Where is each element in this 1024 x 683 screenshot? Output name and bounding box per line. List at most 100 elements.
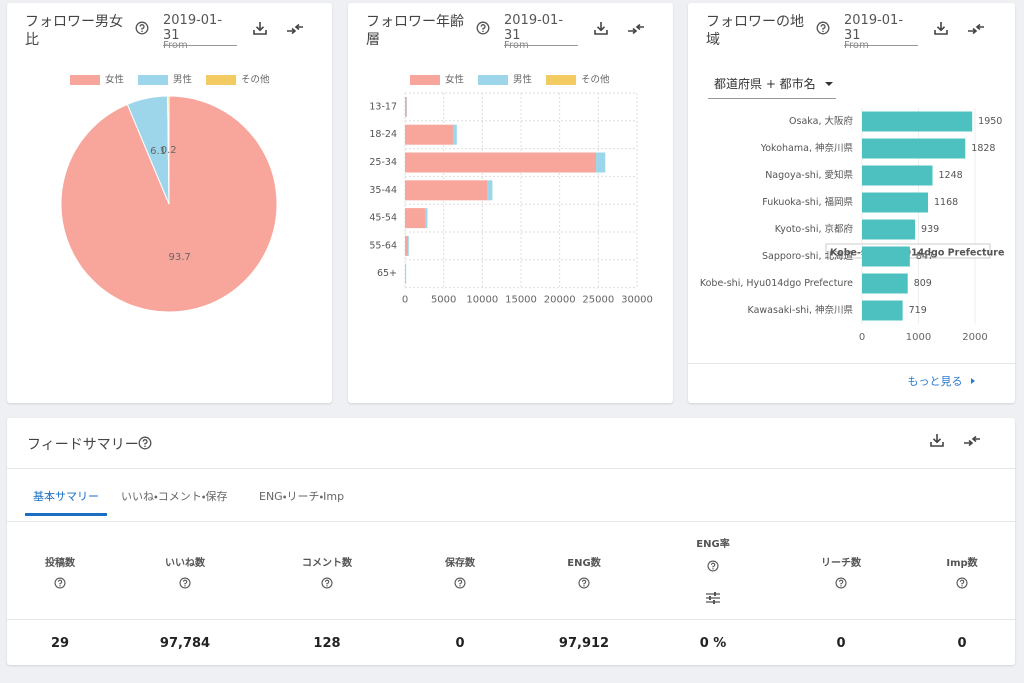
bar: [862, 138, 966, 159]
help-icon[interactable]: [54, 577, 66, 589]
date-input[interactable]: 2019-01-31: [504, 13, 578, 46]
more-link[interactable]: もっと見る: [908, 373, 978, 389]
cell-value: 97,912: [558, 636, 610, 651]
column-header: 保存数: [445, 558, 475, 569]
cell-value: 128: [313, 636, 341, 651]
data-label: 1168: [934, 197, 958, 208]
y-tick-label: 55-64: [369, 240, 397, 251]
data-label: 809: [914, 278, 932, 289]
tab[interactable]: いいね・コメント・保存: [121, 490, 228, 503]
pie-chart: 女性 男性 その他 93.7 6.10.2: [60, 74, 278, 313]
legend-label: その他: [241, 74, 270, 86]
legend-label: 男性: [513, 74, 533, 86]
y-tick-label: Yokohama, 神奈川県: [760, 142, 853, 154]
legend-swatch: [206, 75, 237, 85]
y-tick-label: Kyoto-shi, 京都府: [775, 224, 854, 235]
legend-label: その他: [581, 74, 610, 86]
data-label: 939: [921, 224, 939, 235]
data-label: 1828: [971, 143, 995, 154]
bar: [862, 300, 903, 321]
download-icon[interactable]: [929, 432, 945, 448]
date-input[interactable]: 2019-01-31: [844, 13, 918, 46]
more-arrow: [971, 378, 975, 384]
summary-panel: フィードサマリー 基本サマリー いいね・コメント・保存 ENG・リーチ・Imp 投稿数…: [7, 418, 1015, 665]
cell-value: 97,784: [159, 636, 211, 651]
tab[interactable]: 基本サマリー: [33, 490, 99, 503]
divider: [7, 468, 1015, 469]
y-tick-label: 13-17: [369, 101, 397, 112]
bar-segment: [405, 208, 426, 229]
bar-segment: [408, 235, 409, 256]
divider: [7, 619, 1015, 620]
tab-underline: [25, 513, 107, 516]
y-tick-label: Fukuoka-shi, 福岡県: [762, 196, 853, 208]
bar-segment: [405, 263, 406, 284]
y-tick-label: 25-34: [369, 157, 397, 168]
legend-label: 女性: [445, 74, 465, 86]
help-icon[interactable]: [138, 436, 152, 450]
column-header: リーチ数: [821, 558, 861, 569]
gender-panel: フォロワー男女比 2019-01-31 From 女性 男性 その他 93.7 6.1 0…: [7, 3, 332, 403]
x-tick-label: 1000: [906, 332, 931, 343]
more-link-text: もっと見る: [907, 375, 963, 388]
compare-icon[interactable]: [963, 433, 981, 449]
help-icon[interactable]: [321, 577, 333, 589]
y-tick-label: Kobe-shi, Hyu014dgo Prefecture: [700, 278, 853, 289]
y-tick-label: Sapporo-shi, 北海道: [762, 250, 853, 262]
x-tick-label: 5000: [431, 295, 456, 306]
x-tick-label: 0: [859, 332, 865, 343]
legend-swatch: [478, 75, 509, 85]
help-icon[interactable]: [179, 577, 191, 589]
x-tick-label: 0: [402, 295, 408, 306]
bar-segment: [452, 124, 457, 145]
data-label: 847: [916, 251, 934, 262]
bar: [862, 192, 928, 213]
bar-segment: [596, 152, 606, 173]
tooltip-text: Kobe-shi, Hyu014dgo Prefecture: [830, 248, 1004, 259]
y-tick-label: 35-44: [369, 185, 397, 196]
help-icon[interactable]: [835, 577, 847, 589]
pie-slice: [60, 95, 278, 313]
legend-label: 男性: [173, 74, 193, 86]
x-tick-label: 15000: [505, 295, 537, 306]
region-panel: フォロワーの地域 2019-01-31 From 都道府県 + 都市名 0 100…: [688, 3, 1015, 403]
pie-slice: [167, 95, 170, 205]
column-header: いいね数: [165, 558, 205, 569]
cell-value: 0: [957, 636, 967, 651]
dropdown-label: 都道府県 + 都市名: [714, 77, 816, 91]
data-label: 1248: [939, 170, 963, 181]
divider: [688, 363, 1015, 364]
x-tick-label: 2000: [962, 332, 987, 343]
divider: [7, 521, 1015, 522]
x-tick-label: 30000: [621, 295, 653, 306]
legend-swatch: [410, 75, 440, 85]
help-icon[interactable]: [454, 577, 466, 589]
help-icon[interactable]: [578, 577, 590, 589]
dropdown[interactable]: 都道府県 + 都市名: [708, 71, 836, 99]
date-input[interactable]: 2019-01-31: [163, 13, 237, 46]
cell-value: 0 %: [699, 636, 727, 651]
bar-segment: [405, 180, 488, 201]
bar-chart: 0 1000 2000 Kobe-shi, Hyu014dgo Prefecture O…: [700, 108, 1004, 343]
panel-title: フォロワー男女比: [25, 14, 123, 48]
column-header: ENG数: [567, 558, 601, 569]
y-tick-label: 45-54: [369, 213, 397, 224]
bar-segment: [425, 208, 428, 229]
dropdown-caret: [824, 82, 833, 86]
panel-title: フォロワーの地域: [706, 14, 804, 48]
bar-segment: [405, 152, 597, 173]
y-tick-label: Nagoya-shi, 愛知県: [765, 169, 853, 181]
date-caption: From: [844, 40, 869, 51]
data-label: 93.7: [168, 252, 190, 263]
settings-icon[interactable]: [705, 590, 721, 606]
x-tick-label: 20000: [544, 295, 576, 306]
help-icon[interactable]: [707, 560, 719, 572]
tab[interactable]: ENG・リーチ・Imp: [259, 490, 345, 503]
x-tick-label: 10000: [466, 295, 498, 306]
legend-swatch: [138, 75, 169, 85]
help-icon[interactable]: [956, 577, 968, 589]
panel-title: フォロワー年齢層: [366, 14, 464, 48]
legend-label: 女性: [105, 74, 125, 86]
